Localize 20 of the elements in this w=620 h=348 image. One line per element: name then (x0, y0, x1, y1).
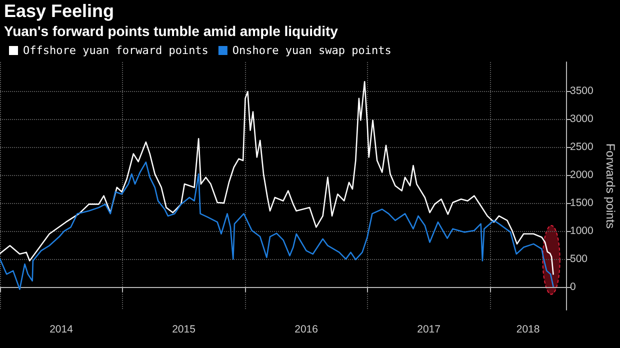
chart-title: Easy Feeling (4, 1, 114, 22)
y-tick-label: 3500 (570, 85, 594, 98)
x-tick-label: 2017 (417, 324, 441, 336)
chart-subtitle: Yuan's forward points tumble amid ample liquidity (4, 23, 338, 39)
y-tick-label: 1500 (570, 197, 594, 210)
y-tick-label: 500 (570, 253, 588, 266)
x-tick-label: 2015 (172, 324, 196, 336)
x-tick-label: 2016 (294, 324, 318, 336)
y-axis-title: Forwards points (603, 143, 618, 229)
line-series (0, 162, 554, 290)
x-tick-label: 2018 (516, 324, 540, 336)
y-tick-label: 0 (570, 281, 576, 294)
x-tick-label: 2014 (50, 324, 74, 336)
y-tick-label: 1000 (570, 225, 594, 238)
y-tick-label: 2500 (570, 141, 594, 154)
line-series (0, 80, 554, 275)
legend-label: Offshore yuan forward points (23, 44, 208, 57)
y-tick-label: 3000 (570, 113, 594, 126)
legend-label: Onshore yuan swap points (232, 44, 392, 57)
y-tick-label: 2000 (570, 169, 594, 182)
